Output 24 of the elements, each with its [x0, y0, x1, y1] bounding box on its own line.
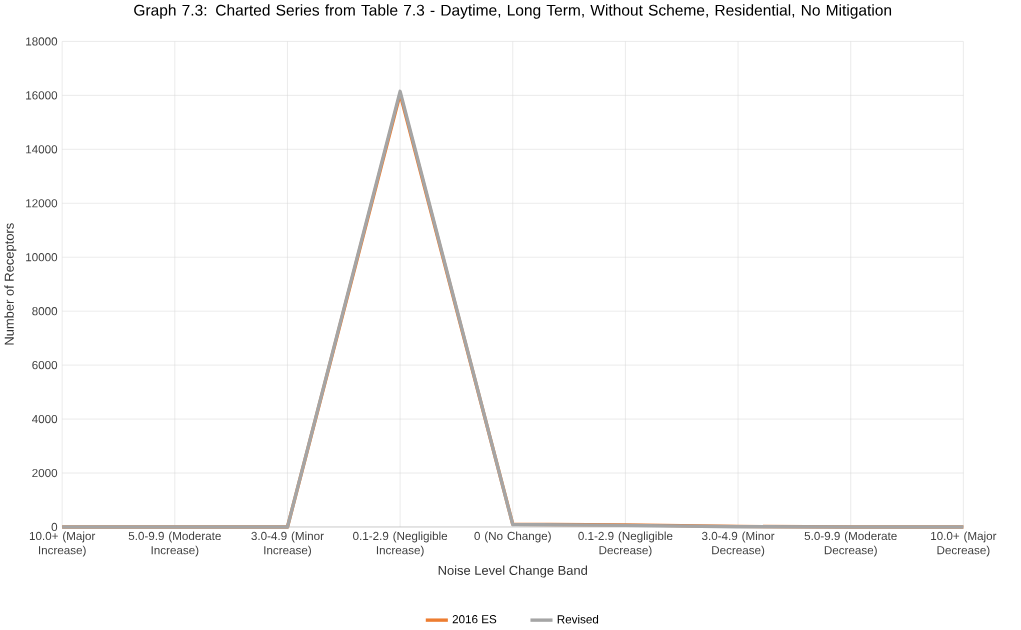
x-tick-label: 10.0+ (Major Increase) — [29, 531, 96, 557]
x-tick-label: 0.1-2.9 (Negligible Decrease) — [578, 531, 673, 557]
y-tick-label: 18000 — [26, 37, 58, 46]
x-tick-label: 3.0-4.9 (Minor Increase) — [251, 531, 324, 557]
y-tick-label: 2000 — [32, 468, 58, 477]
y-tick-label: 6000 — [32, 360, 58, 370]
legend-label: Revised — [557, 614, 599, 624]
y-tick-label: 0 — [51, 522, 58, 531]
legend-label: 2016 ES — [452, 614, 497, 624]
x-tick-label: 10.0+ (Major Decrease) — [931, 531, 997, 557]
y-tick-label: 14000 — [26, 144, 58, 154]
x-tick-label: 0 (No Change) — [474, 531, 551, 543]
chart-title: Graph 7.3: Charted Series from Table 7.3 - Daytime, Long Term, Without Scheme, Residential, No Mitigation — [134, 4, 892, 19]
x-axis-title: Noise Level Change Band — [438, 565, 587, 578]
x-tick-label: 5.0-9.9 (Moderate Decrease) — [804, 531, 897, 557]
x-tick-label: 0.1-2.9 (Negligible Increase) — [353, 531, 448, 557]
y-tick-label: 4000 — [31, 414, 58, 423]
y-tick-label: 10000 — [26, 252, 58, 262]
y-axis-title: Number of Receptors — [4, 223, 17, 345]
x-tick-label: 5.0-9.9 (Moderate Increase) — [128, 531, 221, 557]
y-tick-label: 12000 — [26, 198, 58, 208]
y-tick-label: 16000 — [26, 91, 58, 100]
y-tick-label: 8000 — [32, 306, 58, 316]
x-tick-label: 3.0-4.9 (Minor Decrease) — [701, 531, 775, 557]
